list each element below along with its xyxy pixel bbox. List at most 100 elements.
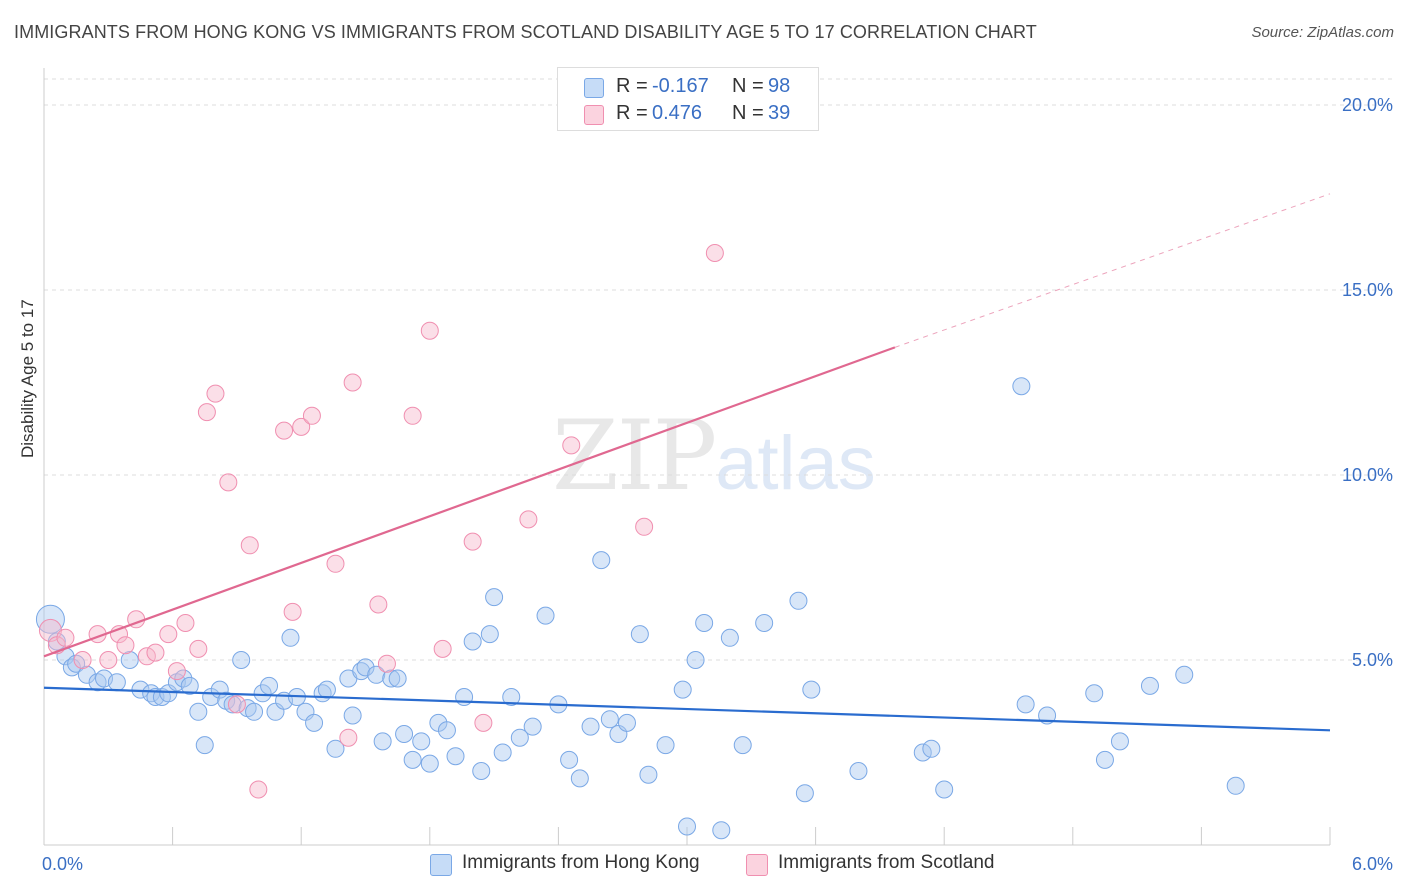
- hong-kong-point: [802, 680, 821, 699]
- hong-kong-trendline: [43, 686, 1331, 732]
- scotland-point: [705, 244, 724, 262]
- hong-kong-point: [678, 817, 696, 836]
- hong-kong-point: [437, 721, 456, 740]
- hong-kong-point: [600, 710, 619, 729]
- legend-r-value: 0.476: [652, 102, 703, 124]
- hong-kong-point: [935, 780, 954, 799]
- scotland-point: [519, 510, 538, 529]
- hong-kong-point: [195, 736, 214, 755]
- series-swatch-scotland: [746, 854, 768, 876]
- hong-kong-point: [639, 765, 658, 784]
- hong-kong-point: [755, 614, 774, 632]
- legend-n-value: 39: [768, 102, 791, 124]
- source-label: Source: ZipAtlas.com: [1251, 24, 1394, 41]
- hong-kong-point: [695, 614, 714, 632]
- scotland-point: [116, 636, 135, 655]
- hong-kong-point: [180, 676, 199, 695]
- y-tick-label: 5.0%: [1352, 650, 1393, 670]
- hong-kong-point: [317, 680, 336, 699]
- legend-swatch-scotland: [584, 105, 604, 125]
- hong-kong-point: [617, 713, 636, 732]
- hong-kong-point: [260, 676, 279, 695]
- legend-n-label: N =: [732, 102, 764, 124]
- series-legend-label: Immigrants from Scotland: [778, 852, 995, 873]
- x-tick-label: 0.0%: [42, 854, 83, 874]
- scotland-point: [463, 532, 482, 551]
- hong-kong-point: [253, 684, 272, 703]
- hong-kong-point: [720, 628, 739, 647]
- hong-kong-point: [570, 769, 589, 788]
- scotland-point: [137, 647, 156, 666]
- legend-r-value: -0.167: [652, 75, 709, 97]
- scotland-point: [420, 321, 439, 340]
- hong-kong-point: [281, 628, 300, 647]
- scotland-point: [339, 728, 358, 747]
- hong-kong-point: [107, 673, 126, 692]
- scotland-point: [292, 417, 311, 436]
- scotland-point: [562, 436, 581, 455]
- legend-n-value: 98: [768, 75, 791, 97]
- hong-kong-point: [656, 736, 675, 755]
- correlation-legend: R = -0.167 N = 98 R = 0.476 N = 39: [557, 67, 819, 131]
- scotland-point: [159, 625, 178, 644]
- hong-kong-point: [305, 713, 324, 732]
- legend-swatch-hong-kong: [584, 78, 604, 98]
- scotland-point: [73, 651, 92, 669]
- hong-kong-point: [1085, 684, 1104, 703]
- hong-kong-point: [922, 739, 941, 758]
- scotland-point: [249, 780, 268, 799]
- scotland-point: [56, 628, 75, 647]
- hong-kong-point: [493, 743, 512, 762]
- hong-kong-point: [849, 762, 868, 780]
- scotland-point: [146, 643, 165, 662]
- scotland-point: [343, 373, 362, 392]
- scotland-point: [283, 602, 302, 621]
- hong-kong-point: [485, 588, 504, 607]
- hong-kong-point: [581, 717, 600, 736]
- scotland-point: [167, 662, 186, 681]
- hong-kong-point: [733, 736, 752, 755]
- hong-kong-point: [1095, 750, 1114, 769]
- scotland-point: [326, 554, 345, 573]
- hong-kong-point: [382, 669, 401, 688]
- hong-kong-point: [463, 632, 482, 651]
- chart-title: IMMIGRANTS FROM HONG KONG VS IMMIGRANTS …: [14, 22, 1037, 42]
- hong-kong-point: [403, 750, 422, 769]
- hong-kong-point: [420, 754, 439, 773]
- y-tick-label: 10.0%: [1342, 465, 1393, 485]
- hong-kong-point: [1175, 665, 1194, 684]
- hong-kong-point: [373, 732, 392, 751]
- hong-kong-point: [174, 669, 193, 688]
- scotland-point: [377, 654, 396, 673]
- hong-kong-point: [77, 665, 96, 684]
- hong-kong-point: [223, 695, 242, 714]
- scotland-trendline-extension: [894, 193, 1331, 348]
- hong-kong-point: [367, 665, 386, 684]
- hong-kong-point: [356, 658, 375, 677]
- hong-kong-point: [673, 680, 692, 699]
- hong-kong-point: [712, 821, 731, 840]
- scotland-point: [206, 384, 225, 403]
- hong-kong-point: [795, 784, 814, 803]
- hong-kong-point: [560, 750, 579, 769]
- legend-r-label: R =: [616, 102, 648, 124]
- hong-kong-point: [592, 551, 611, 570]
- scotland-point: [99, 651, 118, 669]
- hong-kong-point: [789, 591, 808, 610]
- hong-kong-point: [1226, 776, 1245, 795]
- hong-kong-point: [480, 625, 499, 644]
- hong-kong-point: [913, 743, 932, 762]
- series-swatch-hong-kong: [430, 854, 452, 876]
- hong-kong-point: [523, 717, 542, 736]
- hong-kong-point: [1012, 377, 1031, 396]
- scotland-point: [227, 695, 246, 714]
- hong-kong-point: [343, 706, 362, 725]
- legend-r-label: R =: [616, 75, 648, 97]
- scotland-point: [240, 536, 259, 555]
- series-legend-label: Immigrants from Hong Kong: [462, 852, 700, 873]
- hong-kong-point: [630, 625, 649, 644]
- hong-kong-point: [1016, 695, 1035, 714]
- hong-kong-point: [510, 728, 529, 747]
- hong-kong-point: [1110, 732, 1129, 751]
- hong-kong-point: [326, 739, 345, 758]
